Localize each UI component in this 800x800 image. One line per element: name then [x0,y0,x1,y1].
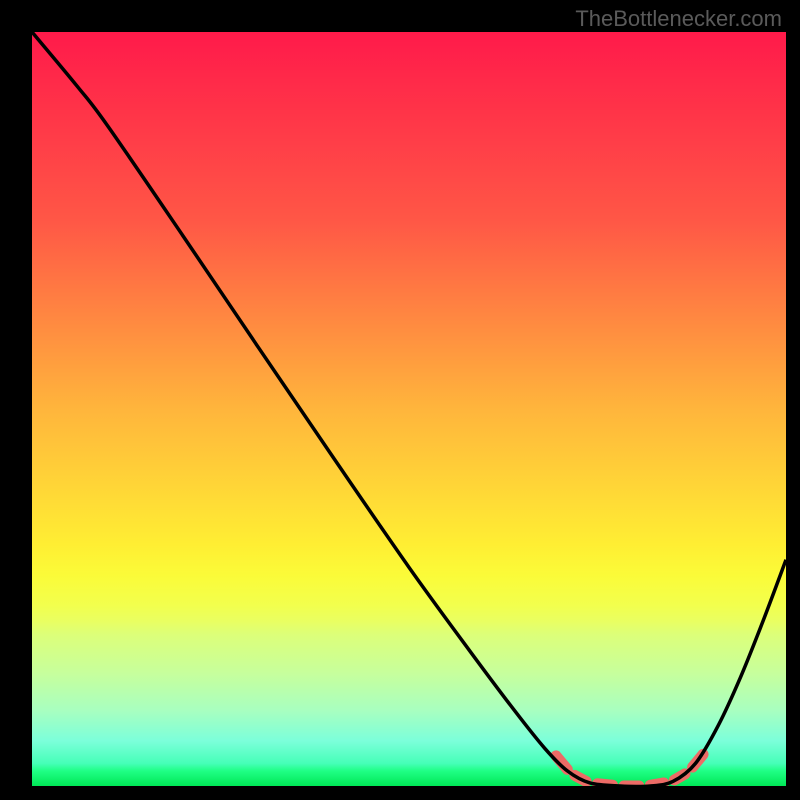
watermark-text: TheBottlenecker.com [575,6,782,32]
dash-group [556,754,703,786]
curve-svg [32,32,786,786]
chart-plot-area [32,32,786,786]
main-curve [32,32,786,786]
